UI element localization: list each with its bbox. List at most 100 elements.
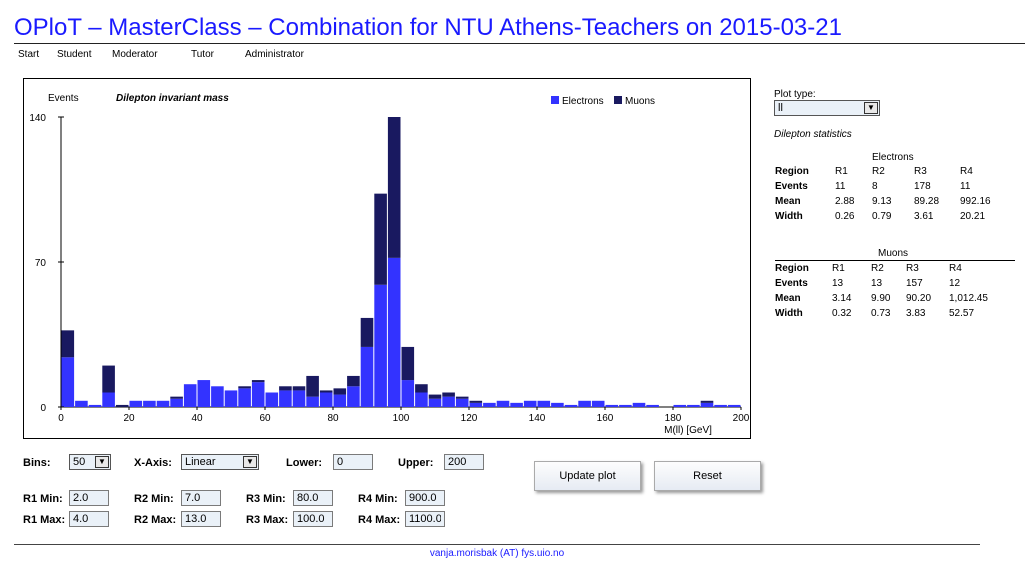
r1-max-label: R1 Max: xyxy=(23,514,66,526)
upper-input[interactable] xyxy=(444,454,484,470)
table-header-cell: Region xyxy=(775,166,809,177)
table-header-row: Region R1 R2 R3 R4 xyxy=(775,261,1015,277)
plot-type-select[interactable]: ll ▼ xyxy=(774,100,880,116)
lower-input[interactable] xyxy=(333,454,373,470)
bar-electrons xyxy=(88,404,102,407)
histogram-chart: Events Dilepton invariant mass M(ll) [Ge… xyxy=(29,93,749,436)
table-cell: 157 xyxy=(906,278,923,289)
bar-electrons xyxy=(265,392,279,407)
table-cell: Events xyxy=(775,278,808,289)
x-axis-label: M(ll) [GeV] xyxy=(664,425,712,436)
r3-min-label: R3 Min: xyxy=(246,493,286,505)
nav-item-administrator[interactable]: Administrator xyxy=(245,49,304,60)
bar-muons xyxy=(387,117,401,258)
nav-item-student[interactable]: Student xyxy=(57,49,92,60)
x-tick-label: 180 xyxy=(665,413,682,424)
table-cell: 0.79 xyxy=(872,211,892,222)
chevron-down-icon: ▼ xyxy=(864,102,878,114)
bar-electrons xyxy=(687,404,700,407)
x-tick-label: 160 xyxy=(597,413,614,424)
bar-muons xyxy=(428,394,442,399)
bar-electrons xyxy=(347,386,360,407)
muons-stats-table: Region R1 R2 R3 R4 Events 13 13 157 12 M… xyxy=(775,260,1015,321)
r4-max-label: R4 Max: xyxy=(358,514,401,526)
xaxis-value: Linear xyxy=(185,456,216,468)
chevron-down-icon: ▼ xyxy=(95,456,109,468)
bar-electrons xyxy=(591,400,605,407)
legend-swatch-muons xyxy=(614,96,622,104)
bar-electrons xyxy=(632,402,646,407)
table-header-cell: R4 xyxy=(949,263,962,274)
r3-max-input[interactable] xyxy=(293,511,333,527)
bar-electrons xyxy=(211,386,224,407)
x-tick-label: 120 xyxy=(461,413,478,424)
bar-electrons xyxy=(183,384,197,407)
nav-item-tutor[interactable]: Tutor xyxy=(191,49,214,60)
update-plot-button[interactable]: Update plot xyxy=(534,461,641,491)
bar-electrons xyxy=(646,404,659,407)
table-header-cell: Region xyxy=(775,263,809,274)
bar-electrons xyxy=(306,396,319,407)
r1-max-input[interactable] xyxy=(69,511,109,527)
bar-muons xyxy=(292,386,306,391)
r1-min-input[interactable] xyxy=(69,490,109,506)
r4-min-input[interactable] xyxy=(405,490,445,506)
stats-title: Dilepton statistics xyxy=(774,129,852,140)
table-cell: Mean xyxy=(775,196,801,207)
bar-electrons xyxy=(170,398,183,407)
bar-electrons xyxy=(455,398,469,407)
table-cell: 0.73 xyxy=(871,308,891,319)
footer-divider xyxy=(14,544,980,545)
x-tick-label: 60 xyxy=(259,413,271,424)
r4-max-input[interactable] xyxy=(405,511,445,527)
bar-electrons xyxy=(564,404,578,407)
table-cell: 0.32 xyxy=(832,308,852,319)
table-cell: 11 xyxy=(960,181,971,192)
bar-muons xyxy=(700,400,714,403)
y-axis-label: Events xyxy=(48,93,79,104)
table-row: Width 0.26 0.79 3.61 20.21 xyxy=(775,209,1000,224)
bar-electrons xyxy=(442,396,455,407)
bar-electrons xyxy=(279,390,292,407)
table-header-cell: R2 xyxy=(872,166,885,177)
bar-electrons xyxy=(727,404,741,407)
upper-label: Upper: xyxy=(398,457,434,469)
bar-muons xyxy=(319,390,333,393)
nav-item-moderator[interactable]: Moderator xyxy=(112,49,158,60)
nav-item-start[interactable]: Start xyxy=(18,49,40,60)
r3-min-input[interactable] xyxy=(293,490,333,506)
r2-min-input[interactable] xyxy=(181,490,221,506)
bins-select[interactable]: 50 ▼ xyxy=(69,454,111,470)
r3-max-label: R3 Max: xyxy=(246,514,289,526)
reset-button[interactable]: Reset xyxy=(654,461,761,491)
table-cell: 13 xyxy=(871,278,883,289)
table-row: Mean 3.14 9.90 90.20 1,012.45 xyxy=(775,291,1015,306)
bar-electrons xyxy=(251,382,265,407)
table-cell: 11 xyxy=(835,181,846,192)
table-cell: Width xyxy=(775,211,803,222)
r2-max-input[interactable] xyxy=(181,511,221,527)
table-cell: 0.26 xyxy=(835,211,855,222)
table-cell: 9.90 xyxy=(871,293,891,304)
muons-stats-title: Muons xyxy=(878,248,909,259)
bar-electrons xyxy=(143,400,156,407)
page-title: OPloT – MasterClass – Combination for NT… xyxy=(14,14,842,41)
table-cell: 2.88 xyxy=(835,196,855,207)
legend-label-electrons: Electrons xyxy=(562,96,604,107)
table-cell: Mean xyxy=(775,293,801,304)
table-cell: 90.20 xyxy=(906,293,932,304)
bar-electrons xyxy=(238,388,251,407)
xaxis-select[interactable]: Linear ▼ xyxy=(181,454,259,470)
bar-electrons xyxy=(469,402,483,407)
bar-electrons xyxy=(428,398,442,407)
bar-electrons xyxy=(673,404,687,407)
table-cell: 178 xyxy=(914,181,931,192)
bar-muons xyxy=(279,386,292,391)
bar-electrons xyxy=(619,404,632,407)
footer-contact[interactable]: vanja.morisbak (AT) fys.uio.no xyxy=(429,548,565,559)
table-header-cell: R2 xyxy=(871,263,884,274)
bar-electrons xyxy=(75,400,88,407)
bar-electrons xyxy=(551,402,564,407)
bar-muons xyxy=(442,392,455,397)
table-header-cell: R3 xyxy=(906,263,919,274)
